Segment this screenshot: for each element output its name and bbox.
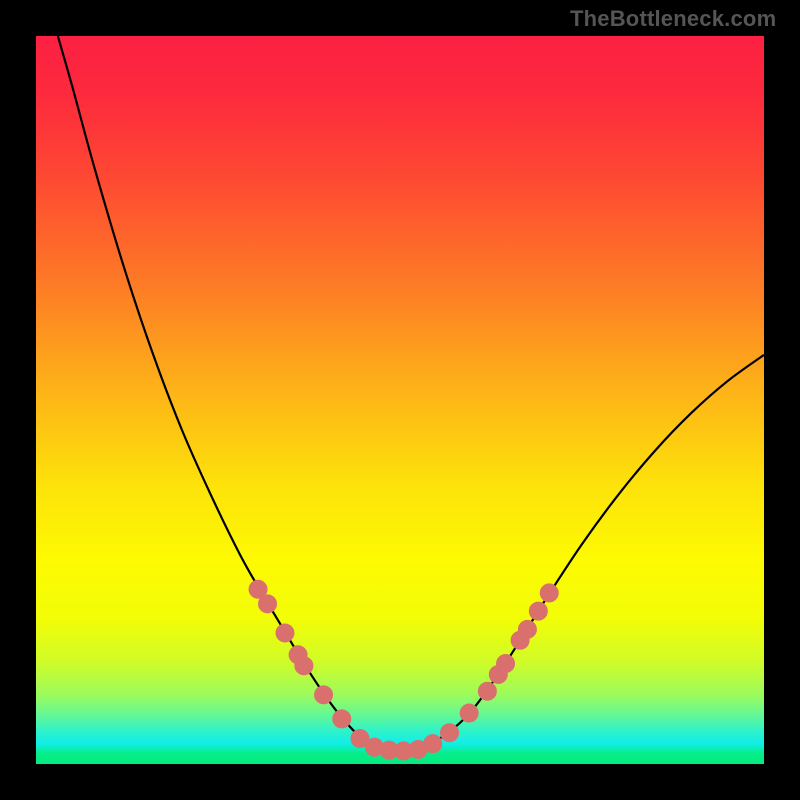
data-marker bbox=[315, 686, 333, 704]
data-marker bbox=[441, 724, 459, 742]
chart-svg bbox=[36, 36, 764, 764]
chart-plot-area bbox=[36, 36, 764, 764]
data-marker bbox=[518, 620, 536, 638]
data-marker bbox=[333, 710, 351, 728]
data-marker bbox=[259, 595, 277, 613]
data-marker bbox=[540, 584, 558, 602]
chart-background bbox=[36, 36, 764, 764]
data-marker bbox=[424, 735, 442, 753]
watermark-label: TheBottleneck.com bbox=[570, 6, 776, 32]
data-marker bbox=[276, 624, 294, 642]
data-marker bbox=[529, 602, 547, 620]
data-marker bbox=[478, 682, 496, 700]
data-marker bbox=[295, 657, 313, 675]
data-marker bbox=[460, 704, 478, 722]
data-marker bbox=[497, 655, 515, 673]
